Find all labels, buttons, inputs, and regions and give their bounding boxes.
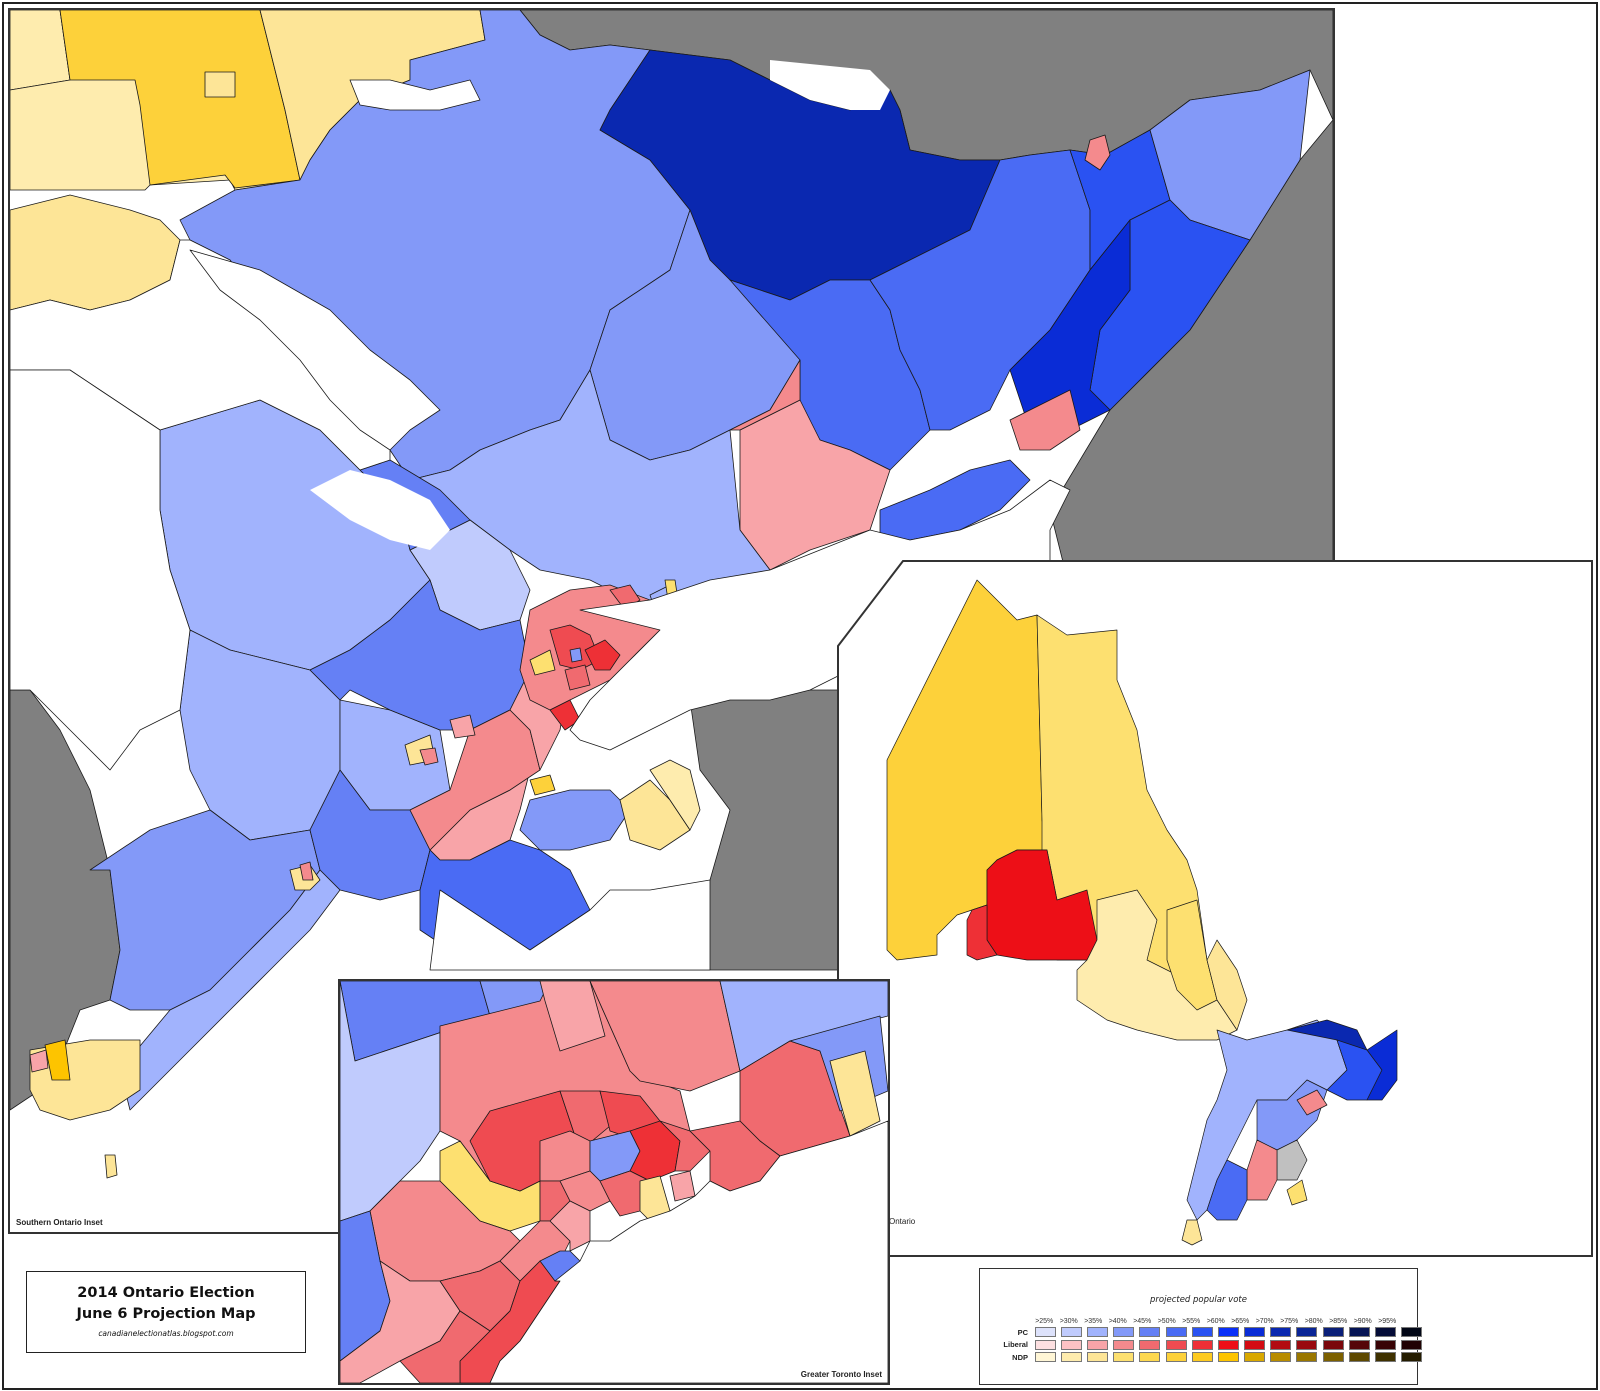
legend-threshold: >55%	[1182, 1317, 1201, 1325]
legend: projected popular vote >25% >30% >35% >4…	[979, 1268, 1423, 1385]
legend-grid: >25% >30% >35% >40% >45% >50% >55% >60% …	[1000, 1316, 1425, 1364]
legend-swatch-ndp-1	[1060, 1352, 1082, 1363]
legend-threshold: >45%	[1133, 1317, 1152, 1325]
legend-swatch-ndp-13	[1375, 1352, 1397, 1363]
legend-swatch-pc-3	[1113, 1327, 1135, 1338]
legend-swatch-ndp-5	[1165, 1352, 1187, 1363]
legend-swatch-pc-8	[1244, 1327, 1266, 1338]
legend-threshold: >90%	[1353, 1317, 1372, 1325]
legend-threshold: >40%	[1108, 1317, 1127, 1325]
legend-swatch-liberal-0	[1034, 1339, 1056, 1350]
gta-map	[340, 981, 888, 1383]
legend-swatch-ndp-7	[1217, 1352, 1239, 1363]
legend-party-label: Liberal	[1003, 1340, 1028, 1350]
ontario-map	[837, 560, 1593, 1257]
legend-swatch-ndp-12	[1348, 1352, 1370, 1363]
legend-swatch-liberal-2	[1086, 1339, 1108, 1350]
legend-threshold: >25%	[1035, 1317, 1054, 1325]
legend-swatch-ndp-0	[1034, 1352, 1056, 1363]
legend-swatch-liberal-5	[1165, 1339, 1187, 1350]
legend-swatch-liberal-14	[1401, 1339, 1423, 1350]
legend-swatch-pc-0	[1034, 1327, 1056, 1338]
legend-swatch-pc-14	[1401, 1327, 1423, 1338]
legend-swatch-pc-7	[1217, 1327, 1239, 1338]
legend-swatch-ndp-11	[1322, 1352, 1344, 1363]
legend-party-label: NDP	[1012, 1352, 1028, 1362]
legend-swatch-liberal-1	[1060, 1339, 1082, 1350]
legend-swatch-pc-13	[1375, 1327, 1397, 1338]
legend-row-ndp: NDP	[1000, 1351, 1425, 1364]
legend-threshold: >85%	[1329, 1317, 1348, 1325]
legend-swatch-pc-9	[1270, 1327, 1292, 1338]
legend-swatch-ndp-9	[1270, 1352, 1292, 1363]
legend-header-row: >25% >30% >35% >40% >45% >50% >55% >60% …	[1000, 1316, 1425, 1326]
legend-swatch-pc-4	[1139, 1327, 1161, 1338]
legend-swatch-ndp-10	[1296, 1352, 1318, 1363]
legend-title: projected popular vote	[1150, 1295, 1247, 1305]
legend-swatch-liberal-8	[1244, 1339, 1266, 1350]
gta-inset: Greater Toronto Inset	[338, 979, 890, 1385]
legend-swatch-liberal-13	[1375, 1339, 1397, 1350]
legend-swatch-liberal-4	[1139, 1339, 1161, 1350]
map-subtitle: June 6 Projection Map	[76, 1306, 256, 1322]
legend-swatch-pc-1	[1060, 1327, 1082, 1338]
southern-inset-label: Southern Ontario Inset	[16, 1218, 103, 1227]
legend-swatch-ndp-2	[1086, 1352, 1108, 1363]
map-title: 2014 Ontario Election	[77, 1285, 255, 1301]
legend-swatch-ndp-6	[1191, 1352, 1213, 1363]
legend-threshold: >80%	[1304, 1317, 1323, 1325]
source-credit: canadianelectionatlas.blogspot.com	[98, 1329, 234, 1338]
legend-swatch-liberal-10	[1296, 1339, 1318, 1350]
southern-ontario-map	[10, 10, 1333, 1179]
legend-swatch-pc-11	[1322, 1327, 1344, 1338]
legend-swatch-pc-6	[1191, 1327, 1213, 1338]
legend-threshold: >95%	[1378, 1317, 1397, 1325]
ontario-inset-label: Ontario	[889, 1217, 916, 1226]
legend-swatch-ndp-8	[1244, 1352, 1266, 1363]
legend-swatch-liberal-9	[1270, 1339, 1292, 1350]
legend-threshold: >75%	[1280, 1317, 1299, 1325]
legend-threshold: >65%	[1231, 1317, 1250, 1325]
gta-inset-label: Greater Toronto Inset	[800, 1370, 882, 1379]
legend-swatch-ndp-14	[1401, 1352, 1423, 1363]
legend-threshold: >60%	[1206, 1317, 1225, 1325]
legend-row-pc: PC	[1000, 1326, 1425, 1339]
legend-swatch-liberal-11	[1322, 1339, 1344, 1350]
legend-threshold: >50%	[1157, 1317, 1176, 1325]
legend-swatch-pc-12	[1348, 1327, 1370, 1338]
legend-threshold: >35%	[1084, 1317, 1103, 1325]
legend-party-label: PC	[1017, 1327, 1028, 1337]
legend-swatch-pc-10	[1296, 1327, 1318, 1338]
legend-swatch-liberal-3	[1113, 1339, 1135, 1350]
legend-swatch-pc-5	[1165, 1327, 1187, 1338]
legend-swatch-ndp-3	[1113, 1352, 1135, 1363]
legend-swatch-liberal-12	[1348, 1339, 1370, 1350]
legend-threshold: >30%	[1059, 1317, 1078, 1325]
legend-swatch-liberal-6	[1191, 1339, 1213, 1350]
ontario-inset: Ontario	[837, 560, 1593, 1257]
title-box: 2014 Ontario Election June 6 Projection …	[26, 1271, 306, 1353]
legend-swatch-liberal-7	[1217, 1339, 1239, 1350]
legend-swatch-pc-2	[1086, 1327, 1108, 1338]
legend-threshold: >70%	[1255, 1317, 1274, 1325]
legend-swatch-ndp-4	[1139, 1352, 1161, 1363]
legend-row-liberal: Liberal	[1000, 1339, 1425, 1352]
